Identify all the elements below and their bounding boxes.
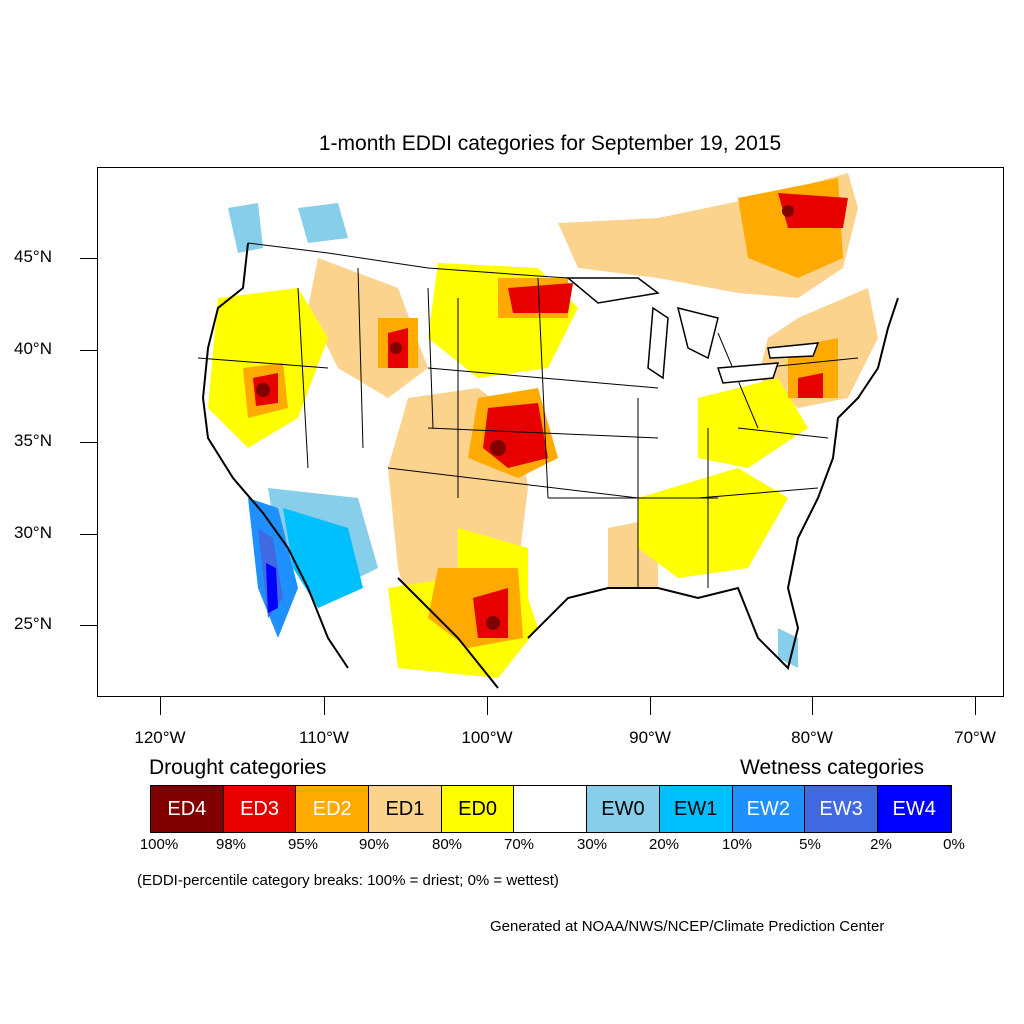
lon-label-90: 90°W bbox=[629, 728, 671, 747]
lon-tick bbox=[650, 697, 651, 715]
lon-label-110: 110°W bbox=[299, 728, 349, 747]
percent-label: 70% bbox=[503, 836, 535, 853]
ew0-pacific-nw bbox=[228, 203, 263, 253]
lat-label-25: 25°N bbox=[14, 614, 52, 633]
lon-label-70: 70°W bbox=[954, 728, 996, 747]
lake-huron bbox=[676, 306, 719, 360]
map-frame bbox=[97, 167, 1004, 697]
ew1-southwest bbox=[283, 508, 363, 608]
ed4-kansas bbox=[490, 440, 506, 456]
percent-label: 95% bbox=[287, 836, 319, 853]
legend-ed4: ED4 bbox=[151, 786, 224, 832]
map-title: 1-month EDDI categories for September 19… bbox=[318, 132, 782, 155]
lat-label-45: 45°N bbox=[14, 247, 52, 266]
wet-regions bbox=[228, 203, 798, 668]
ed4-quebec bbox=[782, 205, 794, 217]
lon-tick bbox=[975, 697, 976, 715]
lat-label-40: 40°N bbox=[14, 339, 52, 358]
lon-tick bbox=[487, 697, 488, 715]
lat-tick bbox=[80, 350, 97, 351]
drought-heading: Drought categories bbox=[149, 756, 327, 779]
lat-tick bbox=[80, 258, 97, 259]
color-legend: ED4 ED3 ED2 ED1 ED0 EW0 EW1 EW2 EW3 EW4 bbox=[150, 785, 952, 833]
legend-ed3: ED3 bbox=[223, 786, 297, 832]
percent-label: 5% bbox=[799, 836, 821, 853]
wetness-heading: Wetness categories bbox=[740, 756, 925, 779]
lake-ontario bbox=[767, 342, 820, 359]
lon-tick bbox=[812, 697, 813, 715]
legend-ed2: ED2 bbox=[296, 786, 370, 832]
percent-label: 100% bbox=[139, 836, 179, 853]
great-lakes bbox=[565, 277, 820, 384]
ed3-minnesota bbox=[508, 283, 573, 313]
legend-ew2: EW2 bbox=[732, 786, 806, 832]
lake-michigan bbox=[647, 306, 669, 380]
lon-label-120: 120°W bbox=[134, 728, 186, 747]
category-note: (EDDI-percentile category breaks: 100% =… bbox=[137, 872, 559, 889]
lon-tick bbox=[324, 697, 325, 715]
lon-label-80: 80°W bbox=[791, 728, 833, 747]
ew0-florida bbox=[778, 628, 798, 668]
ed0-ohio bbox=[698, 378, 808, 468]
us-canada-border bbox=[247, 242, 569, 279]
legend-neutral bbox=[514, 786, 588, 832]
ed4-wyoming bbox=[390, 342, 402, 354]
percent-label: 30% bbox=[576, 836, 608, 853]
percent-label: 0% bbox=[943, 836, 965, 853]
lat-tick bbox=[80, 534, 97, 535]
lat-label-30: 30°N bbox=[14, 523, 52, 542]
west-state-lines bbox=[197, 267, 549, 499]
percent-label: 20% bbox=[648, 836, 680, 853]
ed3-va bbox=[798, 373, 823, 398]
ew4-baja bbox=[266, 563, 278, 613]
lat-tick bbox=[80, 625, 97, 626]
eddi-map bbox=[197, 173, 899, 689]
percent-label: 2% bbox=[870, 836, 892, 853]
ed3-quebec bbox=[778, 193, 848, 228]
ed0-southeast bbox=[638, 468, 788, 578]
central-state-lines bbox=[387, 367, 718, 588]
ew0-montana bbox=[298, 203, 348, 243]
ed4-texas bbox=[486, 616, 500, 630]
lake-superior bbox=[565, 277, 660, 304]
legend-ed1: ED1 bbox=[369, 786, 442, 832]
percent-label: 98% bbox=[215, 836, 247, 853]
ed4-nevada bbox=[256, 383, 270, 397]
lake-erie bbox=[716, 362, 780, 384]
lon-label-100: 100°W bbox=[461, 728, 513, 747]
percent-label: 10% bbox=[721, 836, 753, 853]
percent-label: 80% bbox=[431, 836, 463, 853]
legend-ew1: EW1 bbox=[659, 786, 733, 832]
legend-ed0: ED0 bbox=[441, 786, 515, 832]
legend-ew0: EW0 bbox=[587, 786, 660, 832]
legend-ew4: EW4 bbox=[877, 786, 951, 832]
lon-tick bbox=[160, 697, 161, 715]
lat-tick bbox=[80, 442, 97, 443]
legend-ew3: EW3 bbox=[805, 786, 878, 832]
percent-label: 90% bbox=[358, 836, 390, 853]
credit-line: Generated at NOAA/NWS/NCEP/Climate Predi… bbox=[490, 918, 885, 935]
ed4-regions bbox=[256, 205, 794, 630]
coastline bbox=[201, 242, 899, 689]
lat-label-35: 35°N bbox=[14, 431, 52, 450]
